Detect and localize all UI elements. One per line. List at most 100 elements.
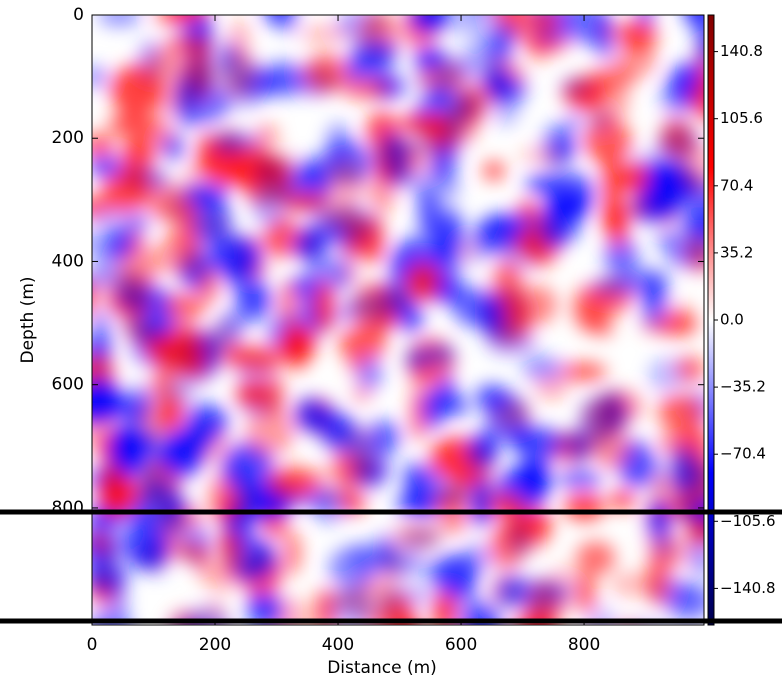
field-blob xyxy=(658,394,704,431)
field-blob xyxy=(390,625,425,642)
field-blob xyxy=(436,484,471,535)
field-blob xyxy=(536,0,552,15)
field-blob xyxy=(123,313,148,343)
field-blob xyxy=(312,281,336,334)
field-blob xyxy=(451,396,469,417)
field-blob xyxy=(92,233,101,252)
field-blob xyxy=(225,342,244,364)
field-blob xyxy=(313,588,337,625)
x-tick-label: 600 xyxy=(445,635,477,655)
colorbar-tick-label: 70.4 xyxy=(720,176,753,194)
field-blob xyxy=(109,583,128,618)
field-blob xyxy=(483,161,505,181)
field-blob xyxy=(389,592,415,625)
field-blob xyxy=(384,135,411,187)
colorbar-tick-label: −70.4 xyxy=(720,445,766,463)
field-blob xyxy=(474,216,522,252)
field-blob xyxy=(341,77,391,100)
x-tick-label: 400 xyxy=(322,635,354,655)
field-blob xyxy=(212,39,239,81)
field-blob xyxy=(445,15,475,36)
field-blob xyxy=(230,459,248,507)
field-blob xyxy=(467,15,495,20)
field-blob xyxy=(490,83,521,127)
field-blob xyxy=(422,389,446,429)
field-blob xyxy=(479,295,505,339)
field-blob xyxy=(351,439,389,491)
colorbar-tick-label: 0.0 xyxy=(720,311,744,329)
field-blob xyxy=(303,53,349,93)
field-blob xyxy=(398,304,424,333)
field-blob xyxy=(578,569,596,615)
field-blob xyxy=(659,117,694,158)
x-tick-label: 200 xyxy=(199,635,231,655)
field-blob xyxy=(563,492,606,521)
field-blob xyxy=(559,77,592,98)
field xyxy=(92,0,704,642)
field-blob xyxy=(160,431,204,479)
field-blob xyxy=(330,585,375,625)
field-blob xyxy=(219,529,243,576)
field-blob xyxy=(655,313,698,336)
field-blob xyxy=(92,531,108,552)
y-tick-label: 600 xyxy=(52,375,84,395)
field-texture xyxy=(92,0,704,642)
colorbar-tick-label: −105.6 xyxy=(720,512,776,530)
field-blob xyxy=(539,199,576,249)
field-blob xyxy=(338,326,387,362)
field-blob xyxy=(640,278,668,328)
field-blob xyxy=(354,539,376,587)
colorbar-tick-label: 105.6 xyxy=(720,109,763,127)
field-blob xyxy=(247,593,283,625)
field-blob xyxy=(128,212,149,234)
field-blob xyxy=(610,489,635,511)
field-blob xyxy=(612,44,657,77)
field-blob xyxy=(108,421,159,473)
field-blob xyxy=(557,471,603,489)
field-blob xyxy=(409,15,443,32)
field-blob xyxy=(266,466,317,500)
field-blob xyxy=(644,560,671,605)
field-blob xyxy=(475,384,510,410)
field-blob xyxy=(196,267,220,305)
field-blob xyxy=(405,346,429,372)
field-blob xyxy=(192,547,213,575)
field-blob xyxy=(470,18,518,48)
field-blob xyxy=(92,281,98,312)
field-blob xyxy=(619,162,649,195)
field-blob xyxy=(392,521,442,550)
field-blob xyxy=(92,210,136,233)
colorbar xyxy=(707,14,715,626)
field-blob xyxy=(344,292,391,320)
field-blob xyxy=(110,64,162,117)
field-blob xyxy=(470,476,493,528)
field-blob xyxy=(184,183,228,207)
field-blob xyxy=(579,395,629,438)
plot-frame xyxy=(91,14,705,626)
field-blob xyxy=(311,488,347,524)
field-blob xyxy=(313,413,355,434)
field-blob xyxy=(279,281,299,324)
field-blob xyxy=(293,228,328,262)
field-blob xyxy=(154,15,194,24)
field-blob xyxy=(431,89,482,123)
field-blob xyxy=(414,50,433,70)
field-blob xyxy=(395,495,432,515)
field-blob xyxy=(627,200,648,217)
field-blob xyxy=(252,183,287,229)
field-blob xyxy=(678,141,704,193)
y-tick-label: 400 xyxy=(52,251,84,271)
field-blob xyxy=(161,134,186,161)
field-blob xyxy=(282,530,302,575)
field-blob xyxy=(604,237,638,275)
field-blob xyxy=(512,426,564,461)
field-blob xyxy=(569,432,587,467)
field-blob xyxy=(176,204,197,257)
colorbar-tick-label: 140.8 xyxy=(720,42,763,60)
field-blob xyxy=(92,559,129,594)
field-blob xyxy=(190,354,208,381)
field-blob xyxy=(254,124,279,147)
field-blob xyxy=(264,374,285,417)
y-axis-label: Depth (m) xyxy=(18,276,38,363)
field-blob xyxy=(368,169,396,214)
